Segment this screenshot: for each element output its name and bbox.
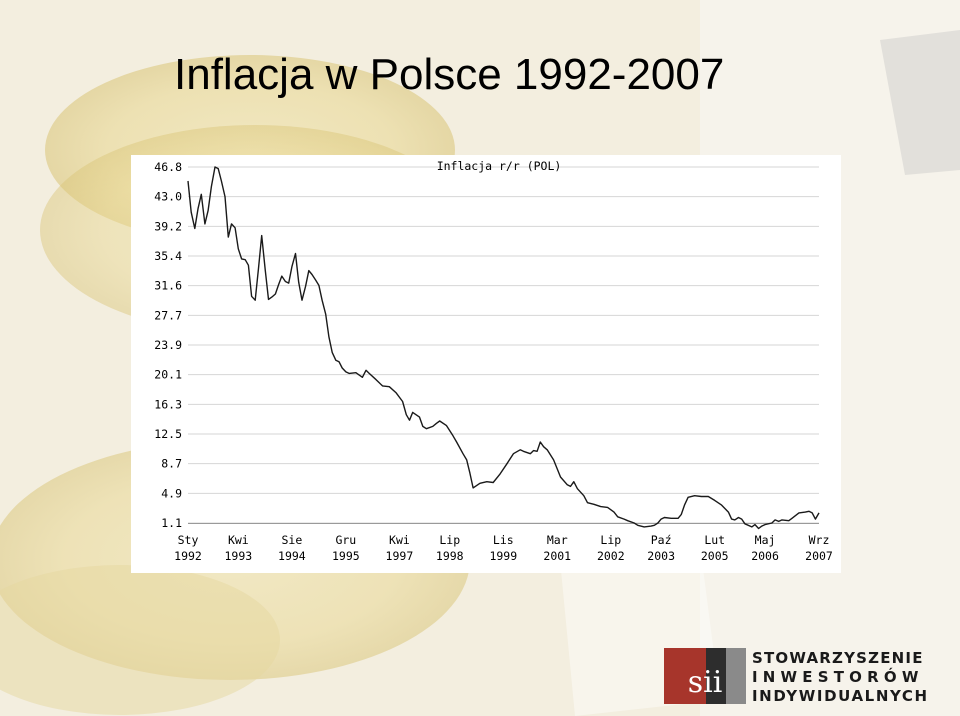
logo-line-3: INDYWIDUALNYCH bbox=[752, 687, 929, 705]
sii-logo-mark: sii bbox=[664, 648, 746, 704]
logo-letters: sii bbox=[688, 665, 723, 700]
x-tick-year: 2005 bbox=[701, 549, 729, 563]
chart-grid bbox=[188, 166, 819, 524]
y-tick-label: 31.6 bbox=[154, 279, 182, 293]
x-tick-month: Lis bbox=[493, 533, 514, 547]
x-tick-year: 2007 bbox=[805, 549, 833, 563]
x-tick-month: Kwi bbox=[389, 533, 410, 547]
x-tick-month: Sie bbox=[282, 533, 303, 547]
x-tick-year: 1999 bbox=[489, 549, 517, 563]
y-tick-label: 12.5 bbox=[154, 427, 182, 441]
x-tick-year: 1994 bbox=[278, 549, 306, 563]
y-tick-label: 16.3 bbox=[154, 397, 182, 411]
chart-title: Inflacja r/r (POL) bbox=[437, 159, 562, 173]
inflation-series-line bbox=[187, 166, 820, 530]
x-tick-year: 1993 bbox=[224, 549, 252, 563]
x-tick-month: Kwi bbox=[228, 533, 249, 547]
x-tick-month: Sty bbox=[178, 533, 199, 547]
chart-svg: Inflacja r/r (POL) 46.8 43.0 39.2 35.4 31.6 2… bbox=[154, 159, 833, 563]
x-tick-month: Paź bbox=[651, 533, 672, 547]
y-axis-ticks: 46.8 43.0 39.2 35.4 31.6 27.7 23.9 20.1 16.3 12.5… bbox=[154, 160, 182, 530]
x-tick-month: Wrz bbox=[809, 533, 830, 547]
x-tick-month: Gru bbox=[335, 533, 356, 547]
y-tick-label: 23.9 bbox=[154, 338, 182, 352]
x-tick-year: 1998 bbox=[436, 549, 464, 563]
x-axis-ticks: Sty 1992 Kwi 1993 Sie 1994 Gru 1995 Kwi 1997 Lip 19… bbox=[174, 533, 833, 563]
x-tick-month: Lut bbox=[704, 533, 725, 547]
x-tick-month: Maj bbox=[755, 533, 776, 547]
x-tick-year: 2002 bbox=[597, 549, 625, 563]
x-tick-year: 2003 bbox=[647, 549, 675, 563]
series-layer bbox=[187, 166, 820, 530]
x-tick-year: 2001 bbox=[543, 549, 571, 563]
y-tick-label: 1.1 bbox=[161, 516, 182, 530]
x-tick-month: Lip bbox=[600, 533, 621, 547]
slide-title: Inflacja w Polsce 1992-2007 bbox=[174, 50, 725, 99]
x-tick-year: 1992 bbox=[174, 549, 202, 563]
x-tick-month: Lip bbox=[439, 533, 460, 547]
y-tick-label: 46.8 bbox=[154, 160, 182, 174]
x-tick-year: 1997 bbox=[386, 549, 414, 563]
inflation-chart: Inflacja r/r (POL) 46.8 43.0 39.2 35.4 31.6 2… bbox=[131, 155, 841, 573]
x-tick-year: 1995 bbox=[332, 549, 360, 563]
x-tick-month: Mar bbox=[547, 533, 568, 547]
y-tick-label: 43.0 bbox=[154, 190, 182, 204]
y-tick-label: 8.7 bbox=[161, 457, 182, 471]
y-tick-label: 4.9 bbox=[161, 486, 182, 500]
y-tick-label: 27.7 bbox=[154, 308, 182, 322]
logo-line-2: INWESTORÓW bbox=[752, 668, 924, 686]
sii-logo: sii bbox=[664, 648, 954, 706]
logo-line-1: STOWARZYSZENIE bbox=[752, 649, 924, 667]
y-tick-label: 35.4 bbox=[154, 249, 182, 263]
y-tick-label: 20.1 bbox=[154, 368, 182, 382]
x-tick-year: 2006 bbox=[751, 549, 779, 563]
y-tick-label: 39.2 bbox=[154, 219, 182, 233]
